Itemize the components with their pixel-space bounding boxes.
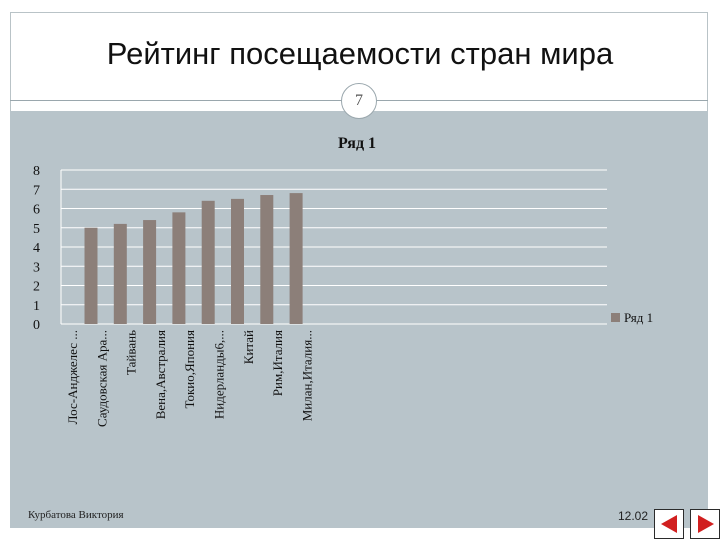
bar bbox=[172, 212, 186, 324]
x-tick-label: Тайвань bbox=[124, 330, 139, 375]
x-tick-label: Токио,Япония bbox=[182, 330, 197, 409]
footer-band bbox=[10, 500, 708, 528]
y-tick-label: 2 bbox=[33, 280, 40, 295]
legend-label: Ряд 1 bbox=[624, 310, 653, 325]
prev-slide-button[interactable] bbox=[654, 509, 684, 539]
y-tick-label: 3 bbox=[33, 260, 40, 275]
y-tick-label: 4 bbox=[33, 241, 40, 256]
x-tick-label: Милан,Италия... bbox=[299, 330, 314, 421]
triangle-left-icon bbox=[661, 515, 677, 533]
slide-title: Рейтинг посещаемости стран мира bbox=[106, 36, 614, 71]
x-tick-label: Саудовская Ара... bbox=[94, 330, 109, 427]
chart-title: Ряд 1 bbox=[338, 135, 376, 152]
bar bbox=[113, 223, 127, 324]
bar bbox=[201, 200, 215, 324]
x-tick-label: Китай bbox=[241, 330, 256, 364]
x-tick-label: Лос-Анджелес ... bbox=[65, 330, 80, 424]
x-tick-label: Рим,Италия bbox=[270, 330, 285, 396]
y-tick-label: 7 bbox=[33, 183, 40, 198]
x-tick-label: Вена,Австралия bbox=[153, 330, 168, 419]
x-tick-label: Нидерланды6,... bbox=[212, 330, 227, 419]
y-tick-label: 8 bbox=[33, 164, 40, 179]
next-slide-button[interactable] bbox=[690, 509, 720, 539]
footer-date: 12.02 bbox=[618, 509, 649, 523]
bar bbox=[289, 193, 303, 324]
bar bbox=[260, 195, 274, 324]
legend-swatch bbox=[611, 313, 620, 322]
bar bbox=[143, 220, 157, 324]
y-tick-label: 5 bbox=[33, 222, 40, 237]
bar bbox=[84, 227, 98, 324]
bar bbox=[231, 198, 244, 324]
y-tick-label: 1 bbox=[33, 299, 40, 314]
y-tick-label: 0 bbox=[33, 318, 40, 333]
slide-number: 7 bbox=[341, 83, 377, 119]
triangle-right-icon bbox=[698, 515, 714, 533]
footer-author: Курбатова Виктория bbox=[28, 509, 124, 521]
y-tick-label: 6 bbox=[33, 203, 40, 218]
